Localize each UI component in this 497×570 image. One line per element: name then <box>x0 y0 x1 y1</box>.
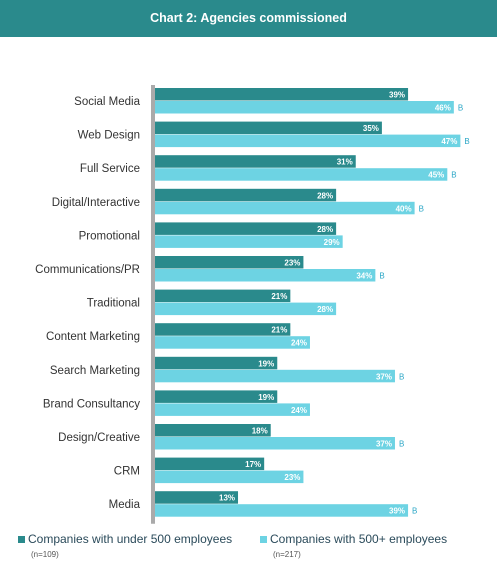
data-label-under-500: 28% <box>317 225 333 234</box>
bar-under-500 <box>153 390 278 403</box>
data-label-500-plus: 29% <box>324 238 340 247</box>
data-label-under-500: 21% <box>271 326 287 335</box>
data-label-500-plus: 47% <box>441 137 457 146</box>
bar-500-plus <box>153 504 409 517</box>
bar-500-plus <box>153 269 376 282</box>
legend-label-under-500: Companies with under 500 employees <box>28 532 233 546</box>
category-label: Media <box>109 499 141 511</box>
category-label: Web Design <box>78 130 140 142</box>
data-label-under-500: 21% <box>271 292 287 301</box>
significance-flag: B <box>412 507 417 516</box>
bar-chart: Social Media 39% 46% B Web Design 35% 47% B Full… <box>35 85 470 524</box>
category-label: Search Marketing <box>50 365 140 377</box>
bar-under-500 <box>153 457 265 471</box>
data-label-500-plus: 45% <box>428 171 444 180</box>
category-label: CRM <box>114 466 140 478</box>
data-label-500-plus: 24% <box>291 339 307 348</box>
bar-under-500 <box>153 121 382 135</box>
bar-under-500 <box>153 323 291 336</box>
data-label-under-500: 19% <box>258 359 274 368</box>
data-label-500-plus: 37% <box>376 440 392 449</box>
bar-500-plus <box>153 437 395 450</box>
bar-under-500 <box>153 222 337 235</box>
data-label-under-500: 28% <box>317 191 333 200</box>
category-label: Social Media <box>74 96 140 108</box>
bar-500-plus <box>153 470 304 484</box>
bar-under-500 <box>153 188 337 202</box>
category-label: Design/Creative <box>58 432 140 444</box>
bar-500-plus <box>153 302 337 316</box>
data-label-under-500: 35% <box>363 124 379 133</box>
bar-500-plus <box>153 101 454 114</box>
category-label: Digital/Interactive <box>52 197 140 209</box>
bar-500-plus <box>153 403 310 416</box>
legend-n-under-500: (n=109) <box>31 550 59 559</box>
data-label-500-plus: 46% <box>435 104 451 113</box>
bar-under-500 <box>153 256 304 269</box>
bar-500-plus <box>153 134 461 148</box>
chart-title: Chart 2: Agencies commissioned <box>0 0 497 37</box>
data-label-500-plus: 24% <box>291 406 307 415</box>
data-label-under-500: 19% <box>258 393 274 402</box>
legend-n-500-plus: (n=217) <box>273 550 301 559</box>
bar-500-plus <box>153 369 395 383</box>
data-label-under-500: 31% <box>337 158 353 167</box>
bar-500-plus <box>153 201 415 215</box>
data-label-under-500: 18% <box>252 427 268 436</box>
legend-label-500-plus: Companies with 500+ employees <box>270 532 448 546</box>
data-label-under-500: 39% <box>389 91 405 100</box>
legend-swatch-under-500 <box>18 536 25 544</box>
bar-under-500 <box>153 356 278 370</box>
category-label: Communications/PR <box>35 264 140 276</box>
significance-flag: B <box>451 171 456 180</box>
bar-under-500 <box>153 155 356 168</box>
bar-500-plus <box>153 336 310 349</box>
bar-500-plus <box>153 235 343 248</box>
bar-under-500 <box>153 424 271 437</box>
data-label-500-plus: 37% <box>376 372 392 381</box>
data-label-500-plus: 39% <box>389 507 405 516</box>
data-label-under-500: 17% <box>245 460 261 469</box>
category-label: Content Marketing <box>46 331 140 343</box>
data-label-500-plus: 28% <box>317 305 333 314</box>
category-label: Promotional <box>79 230 140 242</box>
significance-flag: B <box>464 137 469 146</box>
bar-500-plus <box>153 168 448 181</box>
legend-item-500-plus: Companies with 500+ employees (n=217) <box>260 532 448 559</box>
bar-under-500 <box>153 88 409 101</box>
significance-flag: B <box>379 272 384 281</box>
category-label: Full Service <box>80 163 140 175</box>
significance-flag: B <box>399 372 404 381</box>
bar-under-500 <box>153 289 291 303</box>
significance-flag: B <box>399 440 404 449</box>
legend-swatch-500-plus <box>260 536 267 544</box>
significance-flag: B <box>458 104 463 113</box>
data-label-500-plus: 34% <box>356 272 372 281</box>
legend-item-under-500: Companies with under 500 employees (n=10… <box>18 532 233 559</box>
data-label-under-500: 13% <box>219 494 235 503</box>
data-label-500-plus: 40% <box>396 204 412 213</box>
significance-flag: B <box>419 204 424 213</box>
data-label-under-500: 23% <box>284 259 300 268</box>
data-label-500-plus: 23% <box>284 473 300 482</box>
bar-under-500 <box>153 491 239 504</box>
category-label: Traditional <box>87 298 140 310</box>
category-label: Brand Consultancy <box>43 398 140 410</box>
